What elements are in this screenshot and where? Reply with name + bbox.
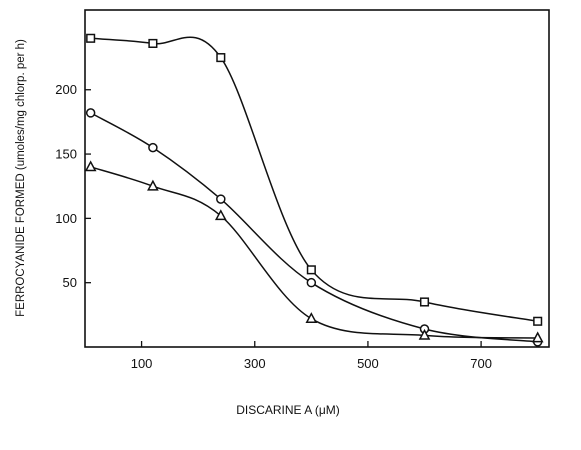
square-marker [419,297,430,307]
plot-frame [84,9,550,348]
square-series-line [90,36,538,323]
circle-marker [306,277,317,288]
triangle-marker [84,160,97,172]
triangle-marker [418,328,431,340]
triangle-marker [531,331,544,343]
x-axis-label: DISCARINE A (μM) [236,403,340,417]
y-tick-label: 200 [55,82,77,97]
x-tick-label: 300 [244,356,266,371]
square-marker [533,316,543,326]
square-marker [86,33,96,43]
triangle-marker [305,312,318,324]
y-axis-label: FERROCYANIDE FORMED (umoles/mg chlorp. p… [15,39,27,317]
circle-marker [148,142,158,153]
triangle-marker [147,179,159,191]
y-tick-label: 100 [55,211,77,226]
circle-series-line [90,112,538,343]
circle-marker [216,194,226,204]
y-tick-label: 50 [63,275,77,290]
triangle-marker [214,209,227,221]
circle-marker [85,108,96,118]
square-marker [148,38,158,48]
square-marker [306,265,316,275]
axis-ticks: 100 300 500 700 50 100 150 200 [55,82,492,371]
square-marker [216,53,226,63]
x-tick-label: 100 [131,356,153,371]
series-markers [84,33,544,347]
x-tick-label: 500 [357,356,379,371]
triangle-series-line [90,166,538,339]
y-tick-label: 150 [55,147,77,162]
x-tick-label: 700 [470,356,492,371]
